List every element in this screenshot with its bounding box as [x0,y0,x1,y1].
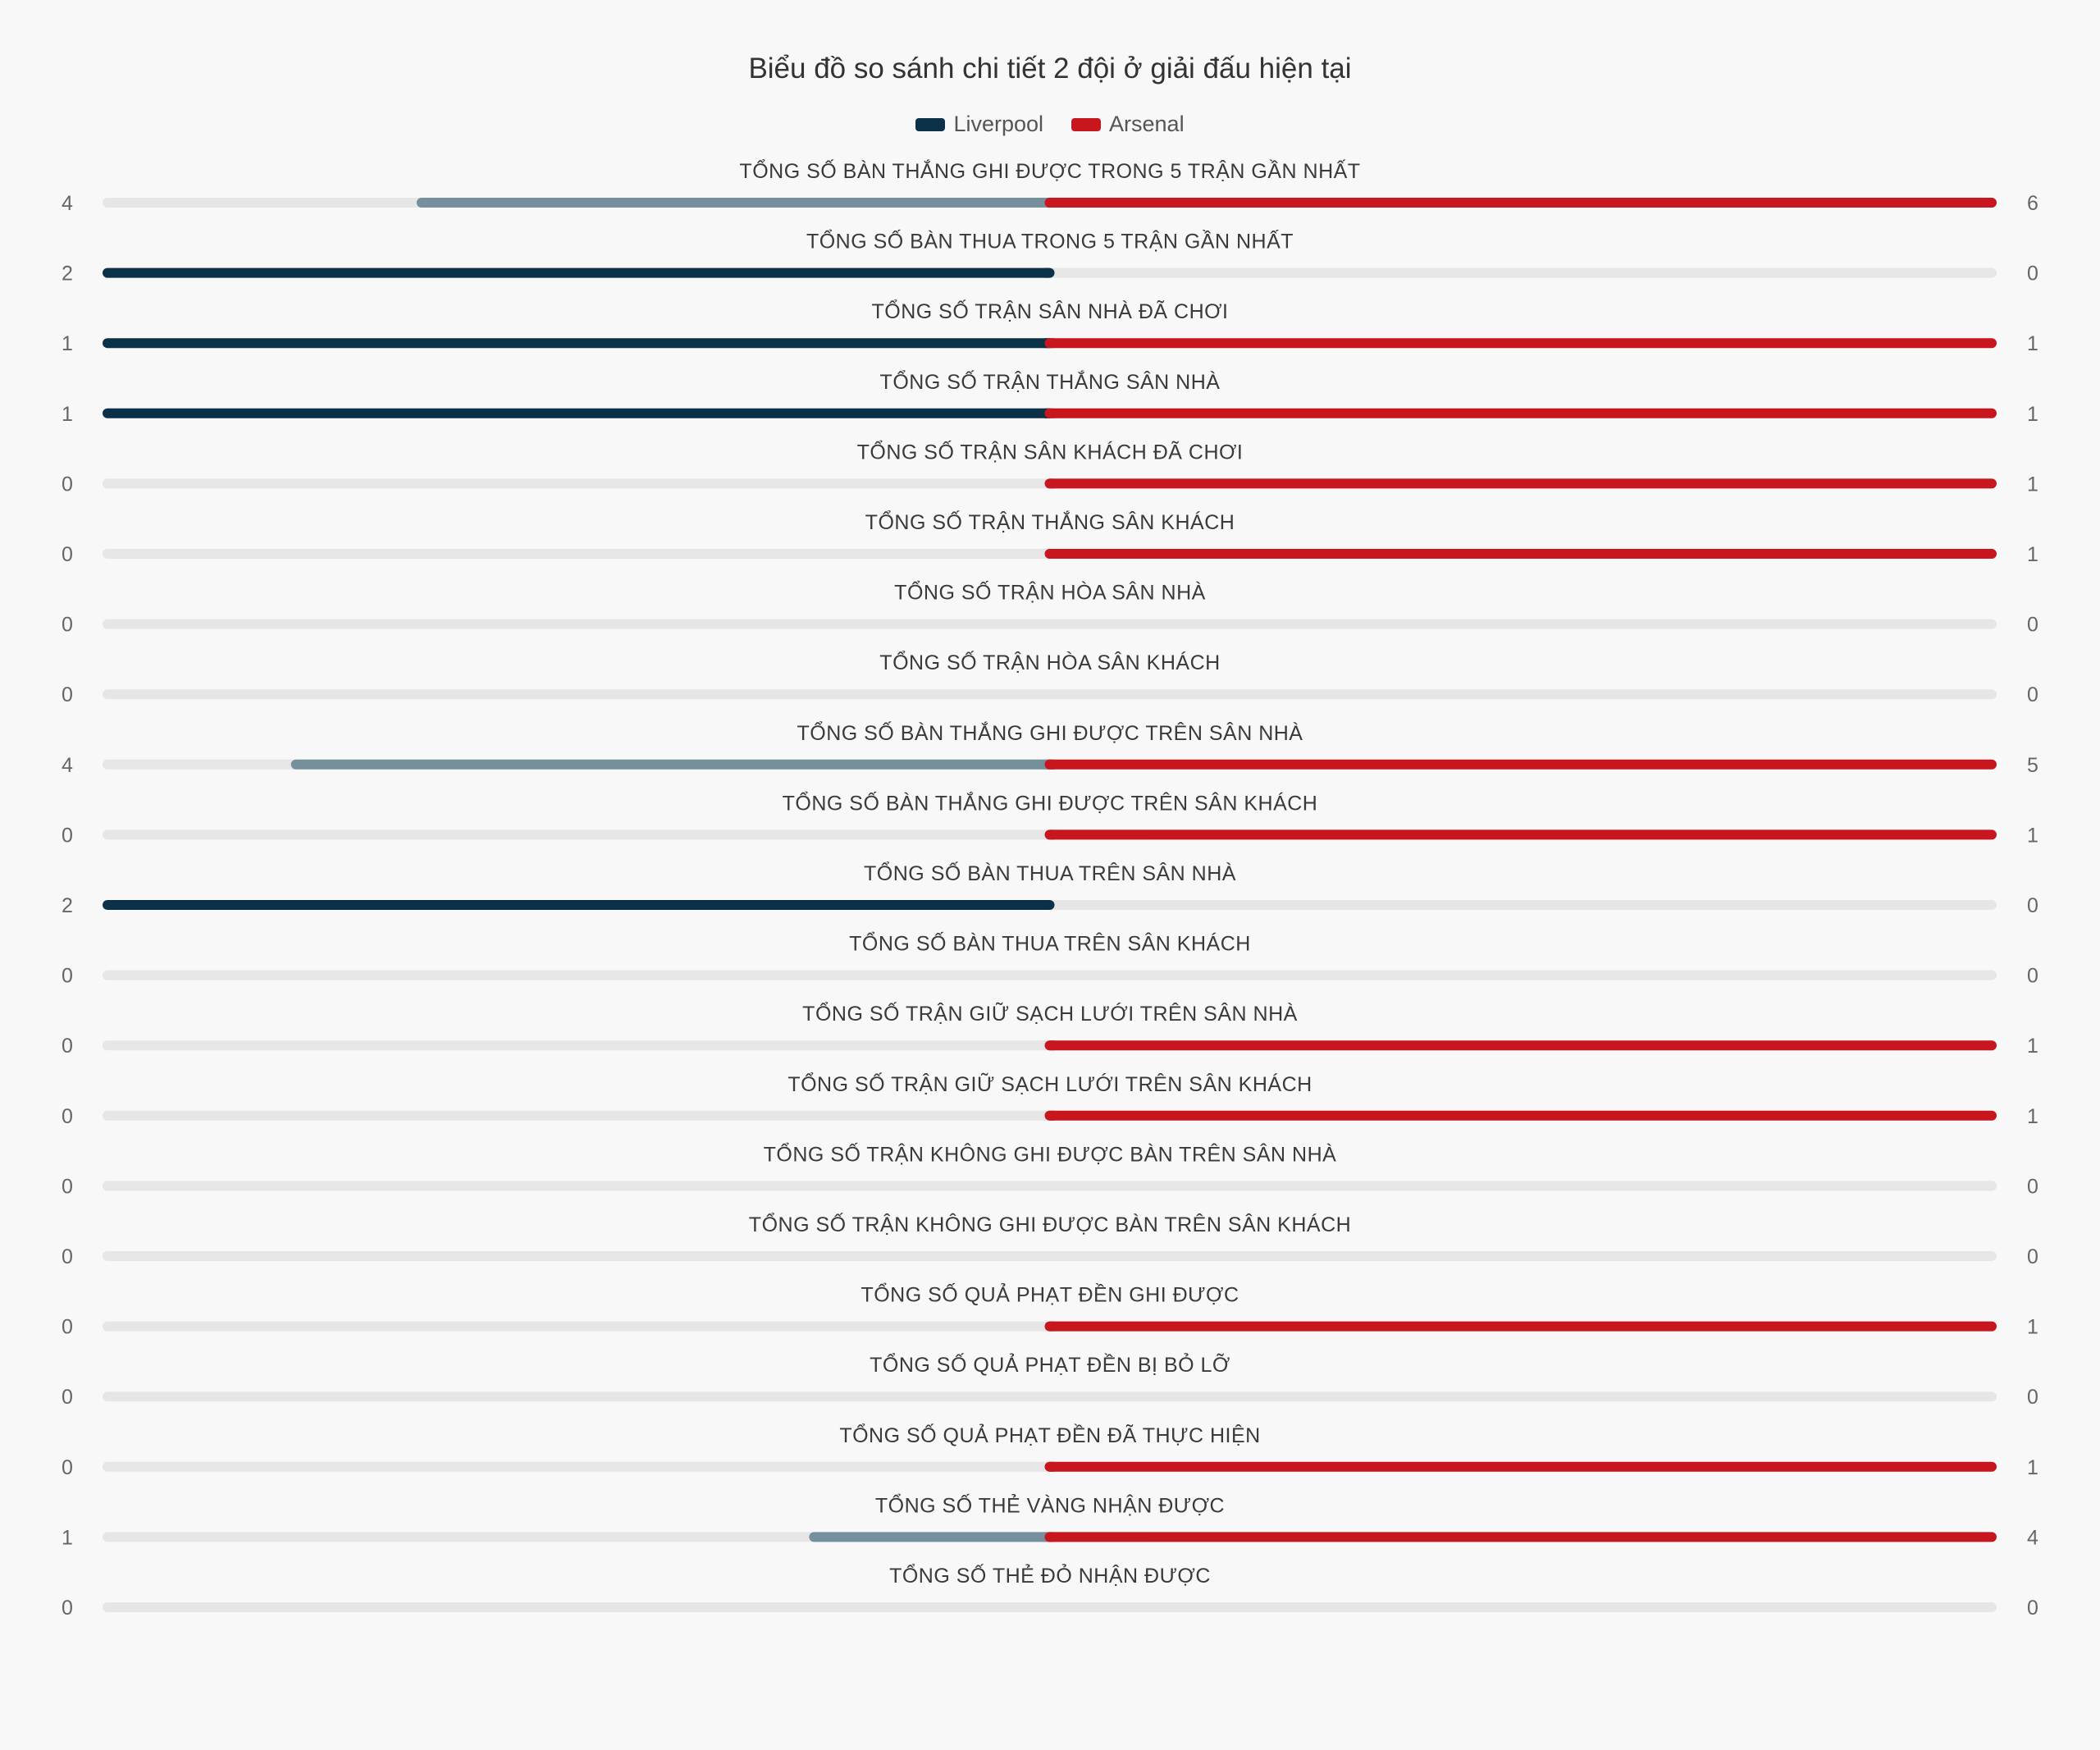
value-label-liverpool: 0 [62,543,73,566]
value-label-arsenal: 0 [2027,1245,2038,1268]
category-label: TỔNG SỐ BÀN THẮNG GHI ĐƯỢC TRÊN SÂN NHÀ [797,720,1303,745]
value-label-arsenal: 1 [2027,473,2038,496]
category-label: TỔNG SỐ QUẢ PHẠT ĐỀN BỊ BỎ LỠ [870,1352,1230,1377]
value-label-liverpool: 0 [62,1386,73,1409]
category-label: TỔNG SỐ THẺ ĐỎ NHẬN ĐƯỢC [889,1563,1211,1588]
value-label-arsenal: 1 [2027,1316,2038,1339]
value-label-liverpool: 2 [62,263,73,286]
value-label-liverpool: 0 [62,1175,73,1198]
value-label-liverpool: 0 [62,1316,73,1339]
legend-swatch-liverpool [915,117,946,131]
legend-item-arsenal[interactable]: Arsenal [1071,112,1185,137]
legend-item-liverpool[interactable]: Liverpool [915,112,1043,137]
category-label: TỔNG SỐ TRẬN THẮNG SÂN KHÁCH [865,509,1235,534]
value-label-arsenal: 0 [2027,894,2038,917]
value-label-arsenal: 4 [2027,1526,2038,1549]
chart-title: Biểu đồ so sánh chi tiết 2 đội ở giải đấ… [748,53,1352,85]
value-label-liverpool: 0 [62,1597,73,1620]
value-label-arsenal: 0 [2027,1597,2038,1620]
value-label-arsenal: 0 [2027,614,2038,637]
legend-label-arsenal: Arsenal [1109,112,1185,136]
legend-label-liverpool: Liverpool [953,112,1044,136]
value-label-arsenal: 0 [2027,1386,2038,1409]
value-label-liverpool: 0 [62,473,73,496]
value-label-arsenal: 1 [2027,332,2038,355]
category-label: TỔNG SỐ QUẢ PHẠT ĐỀN ĐÃ THỰC HIỆN [839,1423,1260,1447]
value-label-arsenal: 0 [2027,965,2038,988]
value-label-arsenal: 1 [2027,1456,2038,1479]
value-label-liverpool: 0 [62,614,73,637]
value-label-liverpool: 0 [62,1035,73,1058]
category-label: TỔNG SỐ TRẬN HÒA SÂN KHÁCH [879,650,1220,674]
category-label: TỔNG SỐ TRẬN THẮNG SÂN NHÀ [880,369,1221,394]
category-label: TỔNG SỐ TRẬN GIỮ SẠCH LƯỚI TRÊN SÂN KHÁC… [788,1071,1312,1096]
value-label-arsenal: 1 [2027,543,2038,566]
value-label-arsenal: 1 [2027,824,2038,847]
category-label: TỔNG SỐ BÀN THẮNG GHI ĐƯỢC TRÊN SÂN KHÁC… [783,790,1318,815]
category-label: TỔNG SỐ TRẬN KHÔNG GHI ĐƯỢC BÀN TRÊN SÂN… [764,1141,1337,1166]
value-label-liverpool: 2 [62,894,73,917]
value-label-arsenal: 1 [2027,1035,2038,1058]
category-label: TỔNG SỐ TRẬN SÂN KHÁCH ĐÃ CHƠI [857,439,1244,464]
value-label-arsenal: 0 [2027,263,2038,286]
value-label-liverpool: 0 [62,824,73,847]
value-label-liverpool: 0 [62,1245,73,1268]
value-label-arsenal: 0 [2027,1175,2038,1198]
category-label: TỔNG SỐ BÀN THUA TRONG 5 TRẬN GẦN NHẤT [806,229,1294,254]
category-label: TỔNG SỐ BÀN THẮNG GHI ĐƯỢC TRONG 5 TRẬN … [739,158,1360,183]
value-label-liverpool: 0 [62,683,73,706]
value-label-arsenal: 0 [2027,683,2038,706]
legend-swatch-arsenal [1071,117,1102,131]
category-label: TỔNG SỐ TRẬN SÂN NHÀ ĐÃ CHƠI [871,299,1228,323]
value-label-arsenal: 1 [2027,403,2038,426]
category-label: TỔNG SỐ BÀN THUA TRÊN SÂN NHÀ [864,861,1236,885]
value-label-liverpool: 4 [62,192,73,215]
value-label-liverpool: 1 [62,332,73,355]
category-label: TỔNG SỐ TRẬN KHÔNG GHI ĐƯỢC BÀN TRÊN SÂN… [749,1212,1351,1236]
category-label: TỔNG SỐ TRẬN GIỮ SẠCH LƯỚI TRÊN SÂN NHÀ [802,1001,1298,1026]
category-label: TỔNG SỐ QUẢ PHẠT ĐỀN GHI ĐƯỢC [861,1282,1239,1307]
category-label: TỔNG SỐ TRẬN HÒA SÂN NHÀ [894,580,1206,605]
category-label: TỔNG SỐ BÀN THUA TRÊN SÂN KHÁCH [849,931,1251,956]
value-label-arsenal: 6 [2027,192,2038,215]
value-label-liverpool: 0 [62,1456,73,1479]
value-label-arsenal: 1 [2027,1105,2038,1128]
value-label-liverpool: 1 [62,1526,73,1549]
value-label-liverpool: 0 [62,1105,73,1128]
value-label-liverpool: 4 [62,754,73,777]
value-label-arsenal: 5 [2027,754,2038,777]
value-label-liverpool: 1 [62,403,73,426]
category-label: TỔNG SỐ THẺ VÀNG NHẬN ĐƯỢC [875,1492,1225,1517]
value-label-liverpool: 0 [62,965,73,988]
legend: Liverpool Arsenal [0,112,2100,137]
